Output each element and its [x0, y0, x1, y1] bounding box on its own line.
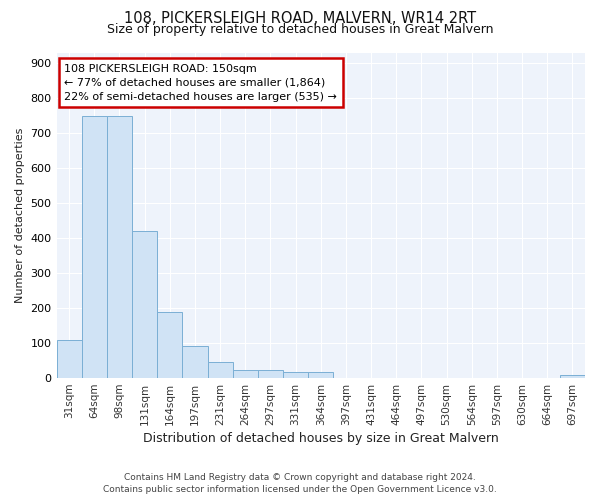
Bar	[308, 372, 334, 378]
Bar	[56, 340, 82, 378]
Y-axis label: Number of detached properties: Number of detached properties	[15, 128, 25, 303]
Bar	[283, 372, 308, 378]
Text: 108, PICKERSLEIGH ROAD, MALVERN, WR14 2RT: 108, PICKERSLEIGH ROAD, MALVERN, WR14 2R…	[124, 11, 476, 26]
Bar	[107, 116, 132, 378]
Bar	[182, 346, 208, 378]
X-axis label: Distribution of detached houses by size in Great Malvern: Distribution of detached houses by size …	[143, 432, 499, 445]
Bar	[233, 370, 258, 378]
Bar	[208, 362, 233, 378]
Text: Contains HM Land Registry data © Crown copyright and database right 2024.
Contai: Contains HM Land Registry data © Crown c…	[103, 472, 497, 494]
Bar	[132, 231, 157, 378]
Bar	[258, 370, 283, 378]
Bar	[560, 376, 585, 378]
Bar	[157, 312, 182, 378]
Text: 108 PICKERSLEIGH ROAD: 150sqm
← 77% of detached houses are smaller (1,864)
22% o: 108 PICKERSLEIGH ROAD: 150sqm ← 77% of d…	[64, 64, 337, 102]
Text: Size of property relative to detached houses in Great Malvern: Size of property relative to detached ho…	[107, 23, 493, 36]
Bar	[82, 116, 107, 378]
